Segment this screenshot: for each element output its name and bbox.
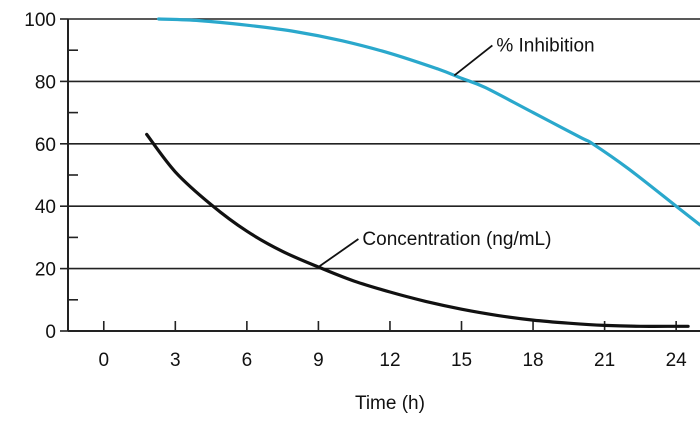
- x-tick-label-6: 6: [242, 350, 253, 371]
- annotation-label-0: % Inhibition: [496, 35, 594, 56]
- y-tick-label-40: 40: [35, 197, 56, 218]
- axis-layer: [67, 19, 700, 332]
- x-tick-label-21: 21: [594, 350, 615, 371]
- y-tick-label-60: 60: [35, 135, 56, 156]
- annotation-leader-1: [317, 238, 359, 268]
- x-tick-label-15: 15: [451, 350, 472, 371]
- ticks-layer: 0 20 40 60 80 100 0 3 6 9 12 15 18 21 24: [24, 10, 687, 371]
- annotation-leader-0: [453, 44, 493, 77]
- x-tick-label-0: 0: [98, 350, 109, 371]
- x-tick-label-18: 18: [522, 350, 543, 371]
- y-tick-label-0: 0: [45, 322, 56, 343]
- series-line-1: [145, 132, 690, 328]
- x-tick-label-3: 3: [170, 350, 181, 371]
- y-tick-label-80: 80: [35, 72, 56, 93]
- x-tick-label-24: 24: [666, 350, 688, 371]
- x-axis-label: Time (h): [355, 393, 425, 414]
- series-line-0: [157, 17, 700, 227]
- annotation-layer: % Inhibition Concentration (ng/mL): [317, 35, 595, 268]
- x-tick-label-9: 9: [313, 350, 324, 371]
- annotation-label-1: Concentration (ng/mL): [362, 229, 551, 250]
- series-layer: [145, 17, 700, 328]
- x-tick-label-12: 12: [379, 350, 400, 371]
- y-tick-label-20: 20: [35, 260, 56, 281]
- y-tick-label-100: 100: [24, 10, 56, 31]
